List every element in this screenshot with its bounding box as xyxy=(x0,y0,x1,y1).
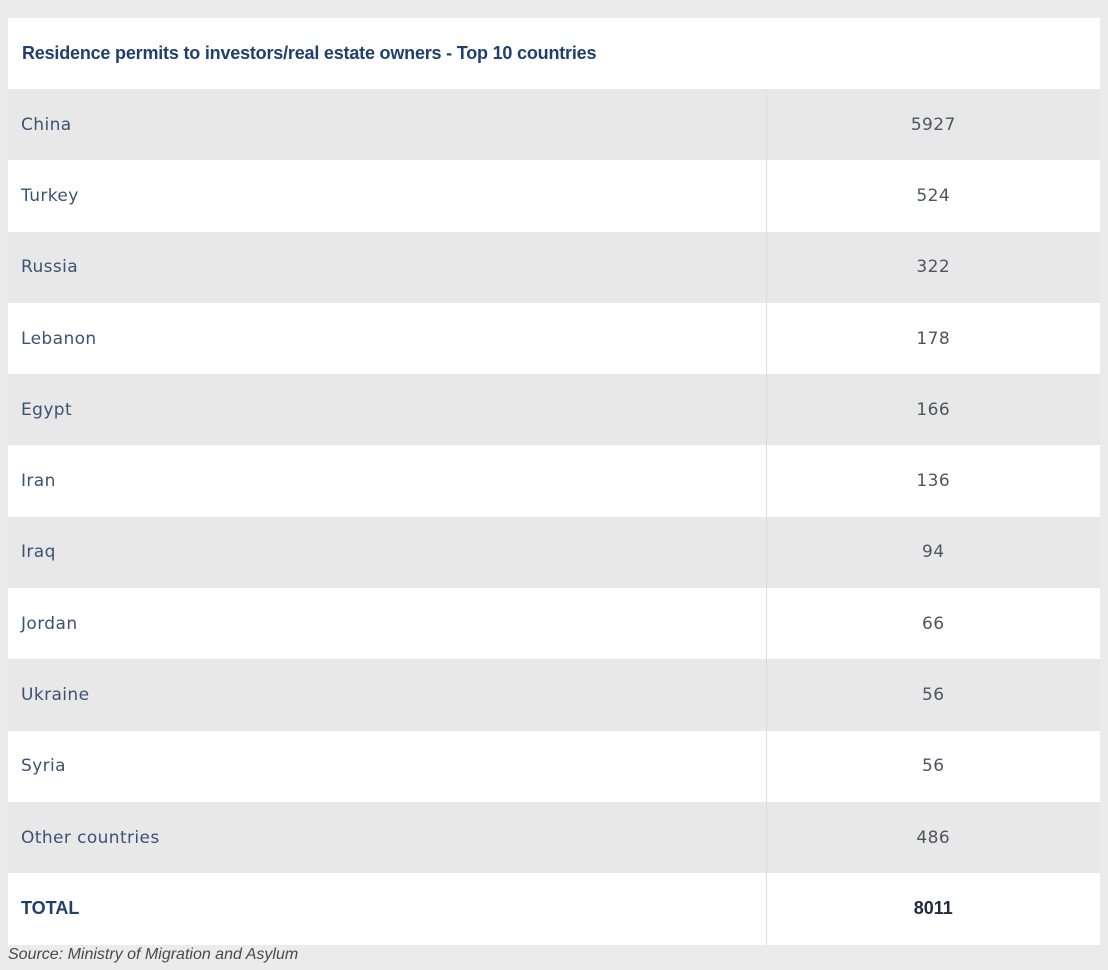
country-cell: Lebanon xyxy=(8,302,766,375)
table-body: China 5927 Turkey 524 Russia 322 Lebanon… xyxy=(8,89,1100,945)
value-cell: 56 xyxy=(765,730,1100,802)
table-row: Iraq 94 xyxy=(8,516,1100,589)
country-cell: Ukraine xyxy=(8,659,766,731)
table-row: Other countries 486 xyxy=(8,801,1100,874)
source-note: Source: Ministry of Migration and Asylum xyxy=(8,946,299,963)
value-cell: 524 xyxy=(765,160,1100,232)
table-row: Iran 136 xyxy=(8,445,1100,517)
country-cell: Syria xyxy=(8,730,766,802)
value-cell: 322 xyxy=(765,231,1100,303)
country-cell: Egypt xyxy=(8,374,766,446)
value-cell: 486 xyxy=(765,801,1100,874)
value-cell: 166 xyxy=(765,374,1100,446)
table-row: Turkey 524 xyxy=(8,160,1100,232)
country-cell: Other countries xyxy=(8,801,766,874)
total-row: TOTAL 8011 xyxy=(8,873,1100,945)
value-cell: 178 xyxy=(765,302,1100,375)
country-cell: Russia xyxy=(8,231,766,303)
country-cell: Iran xyxy=(8,445,766,517)
table-title: Residence permits to investors/real esta… xyxy=(22,43,597,63)
table-row: Syria 56 xyxy=(8,730,1100,802)
country-cell: Iraq xyxy=(8,516,766,589)
table-title-row: Residence permits to investors/real esta… xyxy=(8,18,1100,89)
country-cell: Jordan xyxy=(8,588,766,660)
value-cell: 136 xyxy=(765,445,1100,517)
value-cell: 5927 xyxy=(765,89,1100,161)
table-row: Ukraine 56 xyxy=(8,659,1100,731)
country-cell: Turkey xyxy=(8,160,766,232)
value-cell: 66 xyxy=(765,588,1100,660)
total-label: TOTAL xyxy=(8,873,766,945)
value-cell: 94 xyxy=(765,516,1100,589)
value-cell: 56 xyxy=(765,659,1100,731)
table-row: Russia 322 xyxy=(8,231,1100,303)
table-row: Jordan 66 xyxy=(8,588,1100,660)
data-table: China 5927 Turkey 524 Russia 322 Lebanon… xyxy=(8,89,1100,945)
table-row: China 5927 xyxy=(8,89,1100,161)
table-row: Lebanon 178 xyxy=(8,302,1100,375)
country-cell: China xyxy=(8,89,766,161)
residence-permits-table: Residence permits to investors/real esta… xyxy=(8,18,1100,945)
total-value: 8011 xyxy=(765,873,1100,945)
table-row: Egypt 166 xyxy=(8,374,1100,446)
